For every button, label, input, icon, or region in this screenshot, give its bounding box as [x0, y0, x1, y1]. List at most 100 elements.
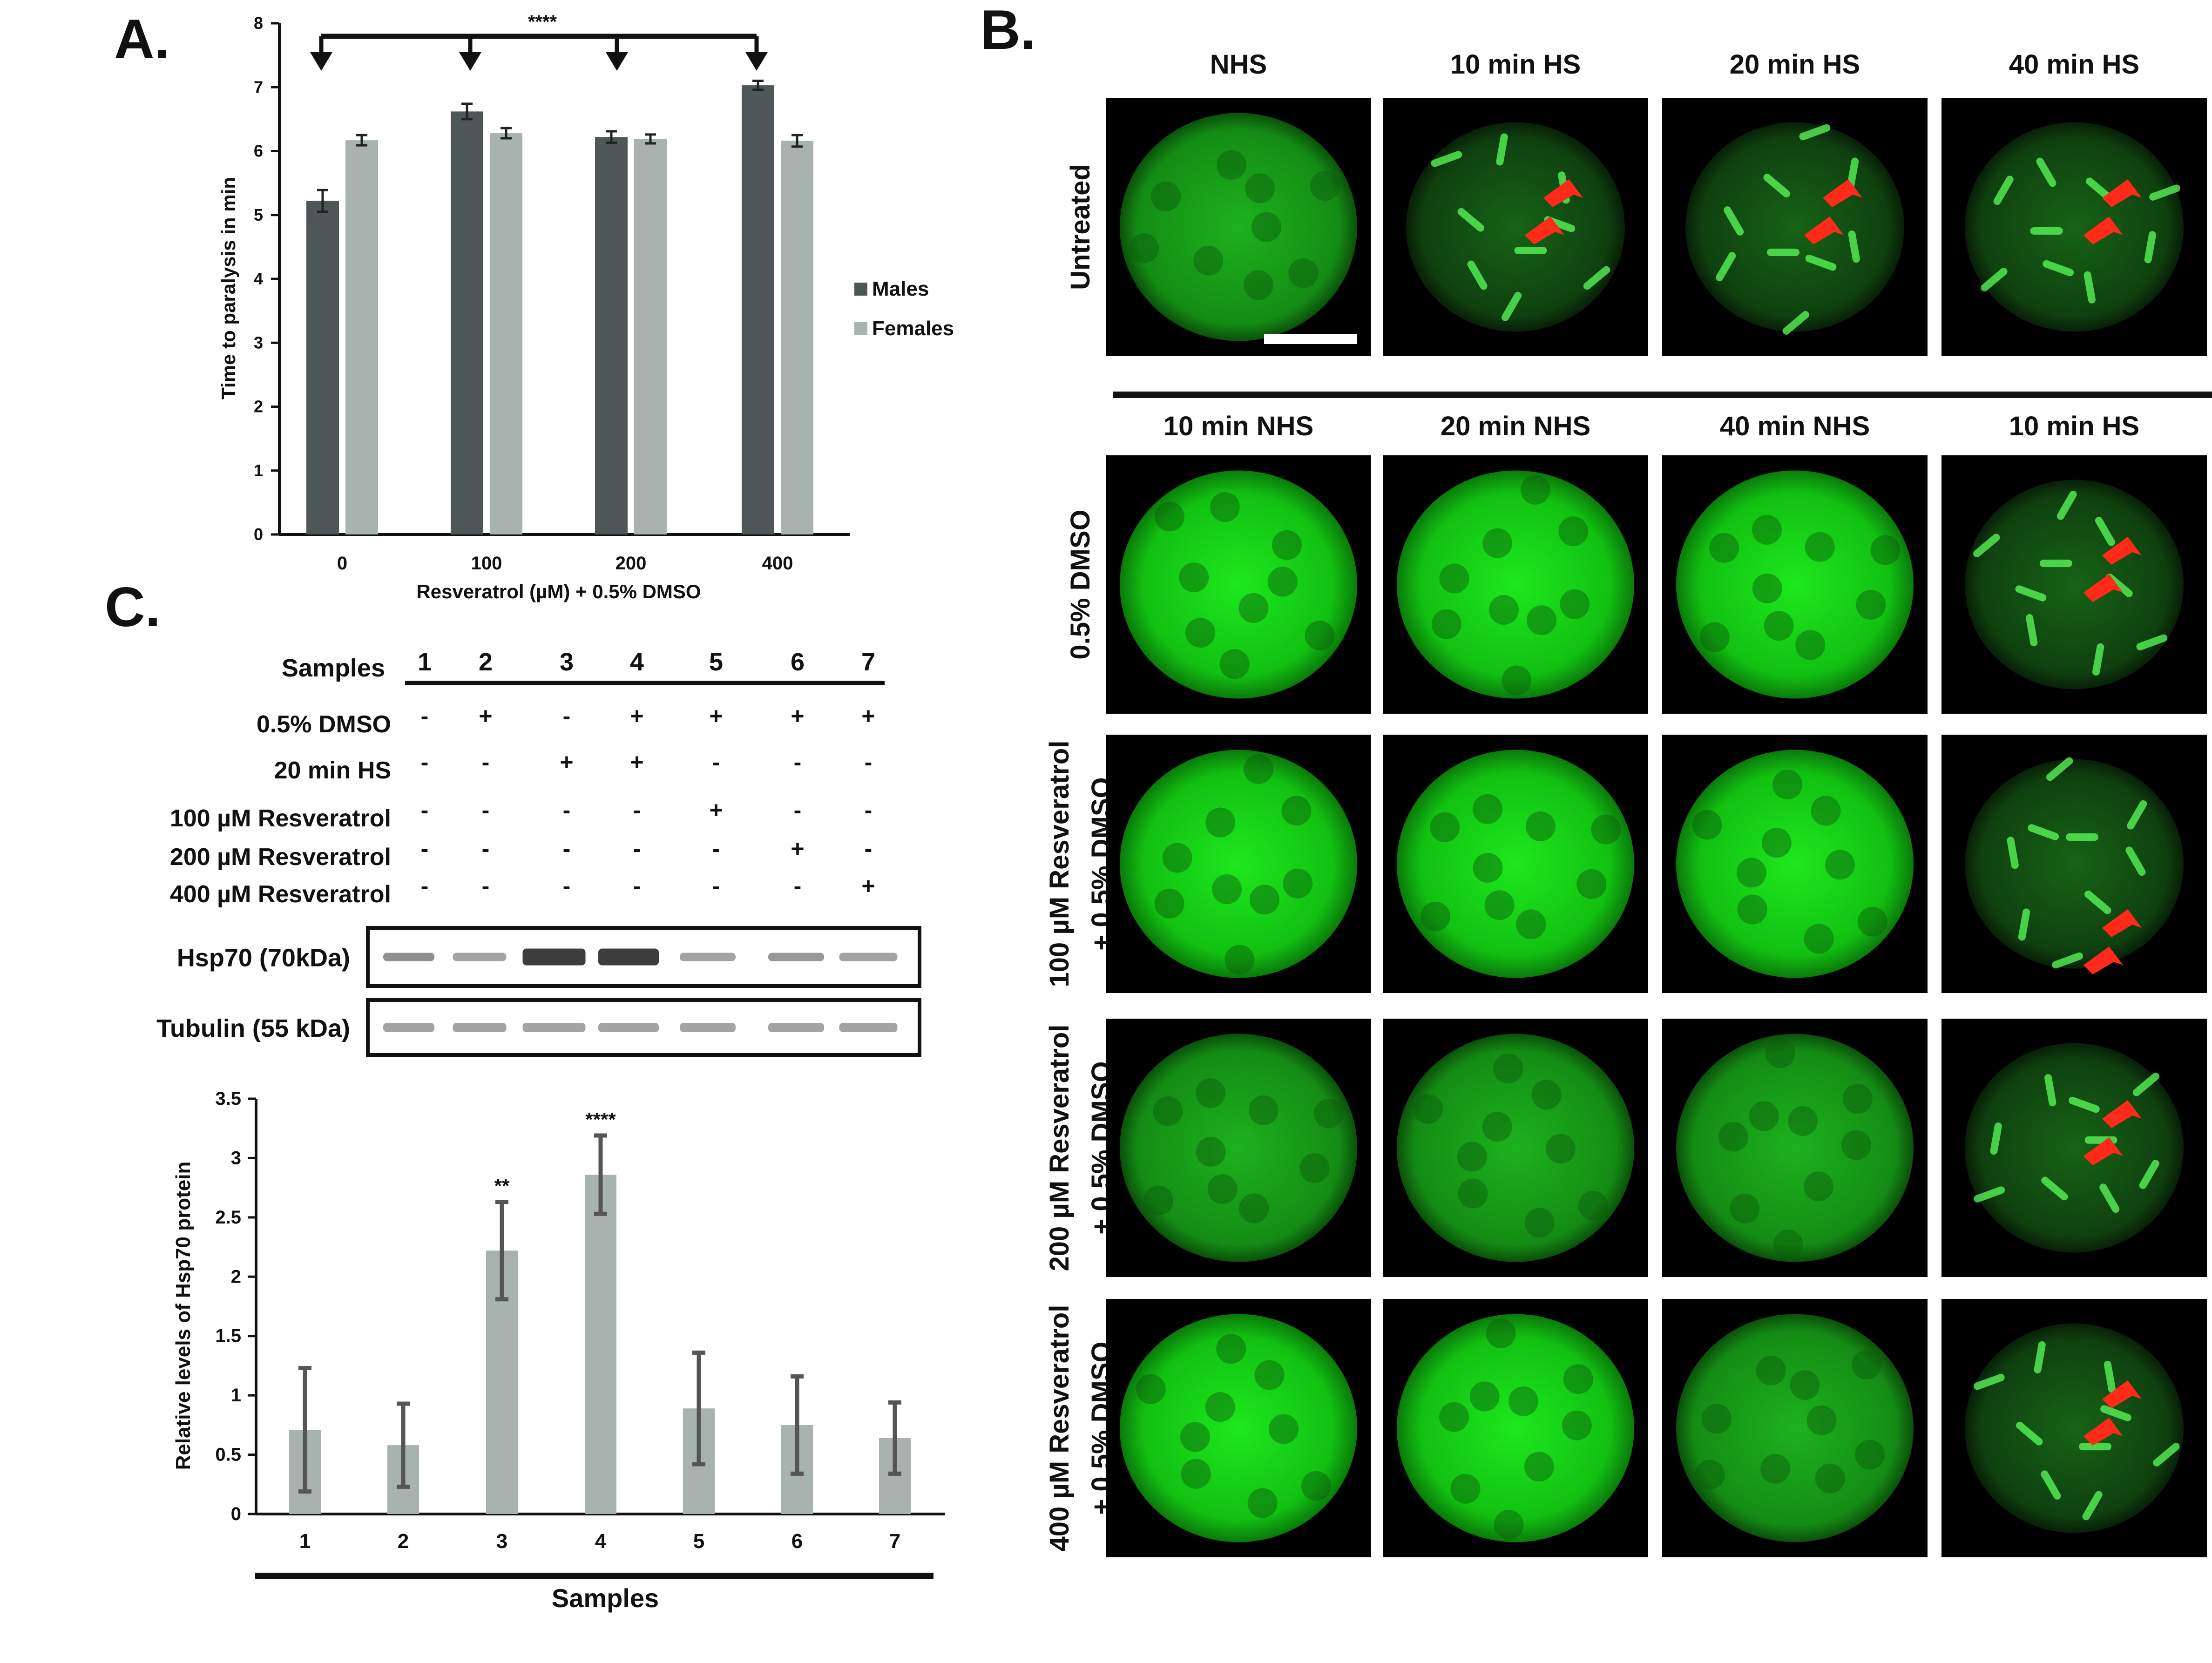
cell-nucleus: [1965, 1323, 2184, 1533]
nucleus-texture: [1482, 1112, 1512, 1142]
hsp-puncta: [2144, 231, 2157, 264]
nucleus-texture: [1804, 924, 1834, 954]
hsp-puncta: [1848, 230, 1860, 263]
sample-number: 7: [861, 648, 875, 676]
nucleus-texture: [1430, 812, 1460, 842]
nucleus-texture: [1439, 1402, 1469, 1432]
nucleus-texture: [1181, 1459, 1211, 1489]
y-tick-label: 0: [231, 1504, 241, 1524]
nucleus-texture: [1806, 1405, 1837, 1435]
red-arrow: [2102, 909, 2142, 937]
nucleus-texture: [1527, 605, 1557, 635]
y-tick-label: 0: [254, 525, 263, 544]
x-axis-label: Resveratrol (µM) + 0.5% DMSO: [416, 581, 701, 602]
nucleus-texture: [1179, 562, 1209, 593]
hsp-puncta: [2082, 1491, 2103, 1521]
y-axis-label: Relative levels of Hsp70 protein: [172, 1162, 195, 1470]
panel-a: A. 0 1 2 3 4 5 6 7 8 Time to paralysis in min 0 100…: [114, 8, 954, 602]
cell-nucleus: [1685, 122, 1904, 332]
nucleus-texture: [1299, 1153, 1330, 1183]
x-tick-label: 7: [889, 1530, 900, 1553]
nucleus-texture: [1283, 868, 1313, 899]
hsp-puncta: [2046, 757, 2073, 781]
sample-number: 6: [791, 648, 805, 676]
nucleus-texture: [1245, 173, 1275, 203]
row-label: 100 µM Resveratrol: [1044, 741, 1075, 987]
nucleus-texture: [1563, 1364, 1593, 1394]
x-axis-label: Samples: [552, 1583, 659, 1613]
cell-nucleus: [1676, 1314, 1914, 1542]
x-tick-label: 3: [496, 1530, 507, 1553]
cell-nucleus: [1397, 470, 1634, 699]
nucleus-texture: [1154, 888, 1184, 919]
nucleus-texture: [1301, 1471, 1331, 1501]
x-tick-label: 2: [398, 1530, 409, 1553]
nucleus-texture: [1243, 270, 1273, 300]
hsp-puncta: [2036, 157, 2056, 187]
nucleus-texture: [1709, 533, 1739, 563]
minus-mark: -: [563, 703, 571, 729]
row-label: 200 µM Resveratrol: [1044, 1025, 1075, 1271]
hsp-puncta: [1973, 534, 2000, 558]
cell-nucleus: [1965, 480, 2184, 690]
hsp-puncta: [2043, 260, 2074, 277]
condition-label: 100 µM Resveratrol: [170, 805, 391, 832]
hsp-puncta: [1496, 133, 1508, 166]
blot-band: [680, 953, 736, 961]
condition-label: 400 µM Resveratrol: [170, 881, 391, 908]
plus-mark: +: [791, 703, 804, 729]
nucleus-texture: [1205, 807, 1236, 838]
significance-label: ****: [585, 1109, 616, 1130]
nucleus-texture: [1136, 1374, 1166, 1404]
hsp-puncta: [2041, 1176, 2068, 1201]
scale-bar: [1264, 334, 1357, 344]
hsp-puncta: [2034, 1341, 2046, 1374]
nucleus-texture: [1525, 811, 1556, 841]
condition-label: 20 min HS: [274, 757, 391, 784]
bar-males: [595, 137, 628, 534]
minus-mark: -: [421, 873, 429, 899]
column-header: 20 min HS: [1730, 49, 1860, 80]
nucleus-texture: [1795, 630, 1826, 660]
nucleus-texture: [1310, 171, 1340, 201]
red-arrow: [2083, 1137, 2123, 1165]
nucleus-texture: [1752, 514, 1782, 545]
hsp-puncta: [2018, 908, 2030, 941]
blot-band: [453, 953, 507, 961]
bracket-arrow: [310, 52, 332, 71]
nucleus-texture: [1143, 1185, 1173, 1216]
x-tick-label: 0: [337, 553, 347, 574]
nucleus-texture: [1210, 492, 1240, 522]
nucleus-texture: [1251, 212, 1281, 242]
nucleus-texture: [1773, 1230, 1803, 1260]
cell-nucleus: [1120, 470, 1357, 699]
minus-mark: -: [421, 836, 429, 862]
nucleus-texture: [1457, 1142, 1487, 1172]
x-tick-label: 200: [616, 553, 647, 574]
nucleus-texture: [1420, 901, 1450, 932]
plus-mark: +: [709, 703, 723, 729]
nucleus-texture: [1489, 595, 1519, 625]
blot-band: [383, 953, 434, 961]
y-tick-label: 1.5: [215, 1326, 241, 1346]
panel-a-label: A.: [114, 8, 170, 70]
nucleus-texture: [1788, 1106, 1818, 1136]
nucleus-texture: [1243, 754, 1273, 784]
cell-nucleus: [1965, 1043, 2184, 1253]
minus-mark: -: [794, 873, 802, 899]
bar-females: [490, 133, 522, 534]
x-tick-label: 6: [791, 1530, 803, 1553]
hsp-puncta: [2026, 614, 2038, 647]
panel-c: C. Samples 1 2 3 4 5 6 7 0.5% DMSO - + - + + + +20 min …: [105, 576, 945, 1613]
nucleus-texture: [1765, 1038, 1795, 1068]
hsp-puncta: [2104, 1360, 2116, 1393]
bar-females: [781, 141, 813, 534]
hsp70-bar: [585, 1175, 616, 1514]
blot-label: Hsp70 (70kDa): [177, 944, 350, 972]
nucleus-texture: [1153, 1096, 1183, 1126]
hsp-puncta: [1974, 1186, 2005, 1203]
bar-females: [634, 139, 667, 534]
nucleus-texture: [1268, 1414, 1299, 1444]
hsp-puncta: [1716, 252, 1736, 282]
nucleus-texture: [1151, 181, 1181, 211]
